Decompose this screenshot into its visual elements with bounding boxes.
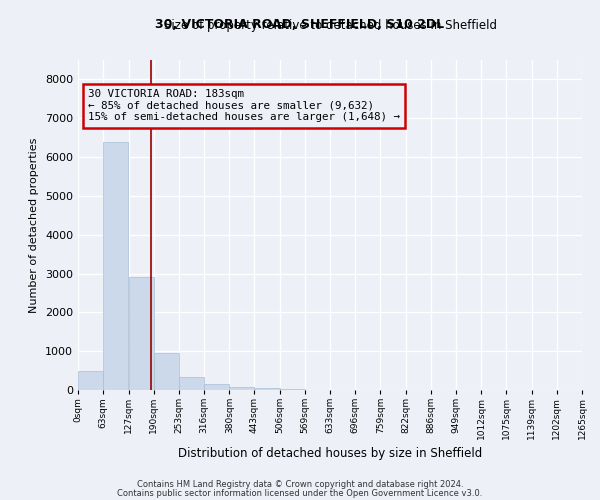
Text: Contains public sector information licensed under the Open Government Licence v3: Contains public sector information licen…	[118, 488, 482, 498]
Bar	[128, 278, 154, 390]
Bar	[154, 353, 179, 390]
Bar	[179, 377, 204, 390]
Text: Contains HM Land Registry data © Crown copyright and database right 2024.: Contains HM Land Registry data © Crown c…	[137, 480, 463, 489]
Text: 30 VICTORIA ROAD: 183sqm
← 85% of detached houses are smaller (9,632)
15% of sem: 30 VICTORIA ROAD: 183sqm ← 85% of detach…	[88, 89, 400, 122]
Title: Size of property relative to detached houses in Sheffield: Size of property relative to detached ho…	[163, 20, 497, 32]
Text: 30, VICTORIA ROAD, SHEFFIELD, S10 2DL: 30, VICTORIA ROAD, SHEFFIELD, S10 2DL	[155, 18, 445, 30]
Bar	[78, 370, 103, 390]
Bar	[229, 387, 254, 390]
Y-axis label: Number of detached properties: Number of detached properties	[29, 138, 40, 312]
Bar	[254, 388, 280, 390]
X-axis label: Distribution of detached houses by size in Sheffield: Distribution of detached houses by size …	[178, 448, 482, 460]
Bar	[103, 142, 128, 390]
Bar	[204, 384, 229, 390]
